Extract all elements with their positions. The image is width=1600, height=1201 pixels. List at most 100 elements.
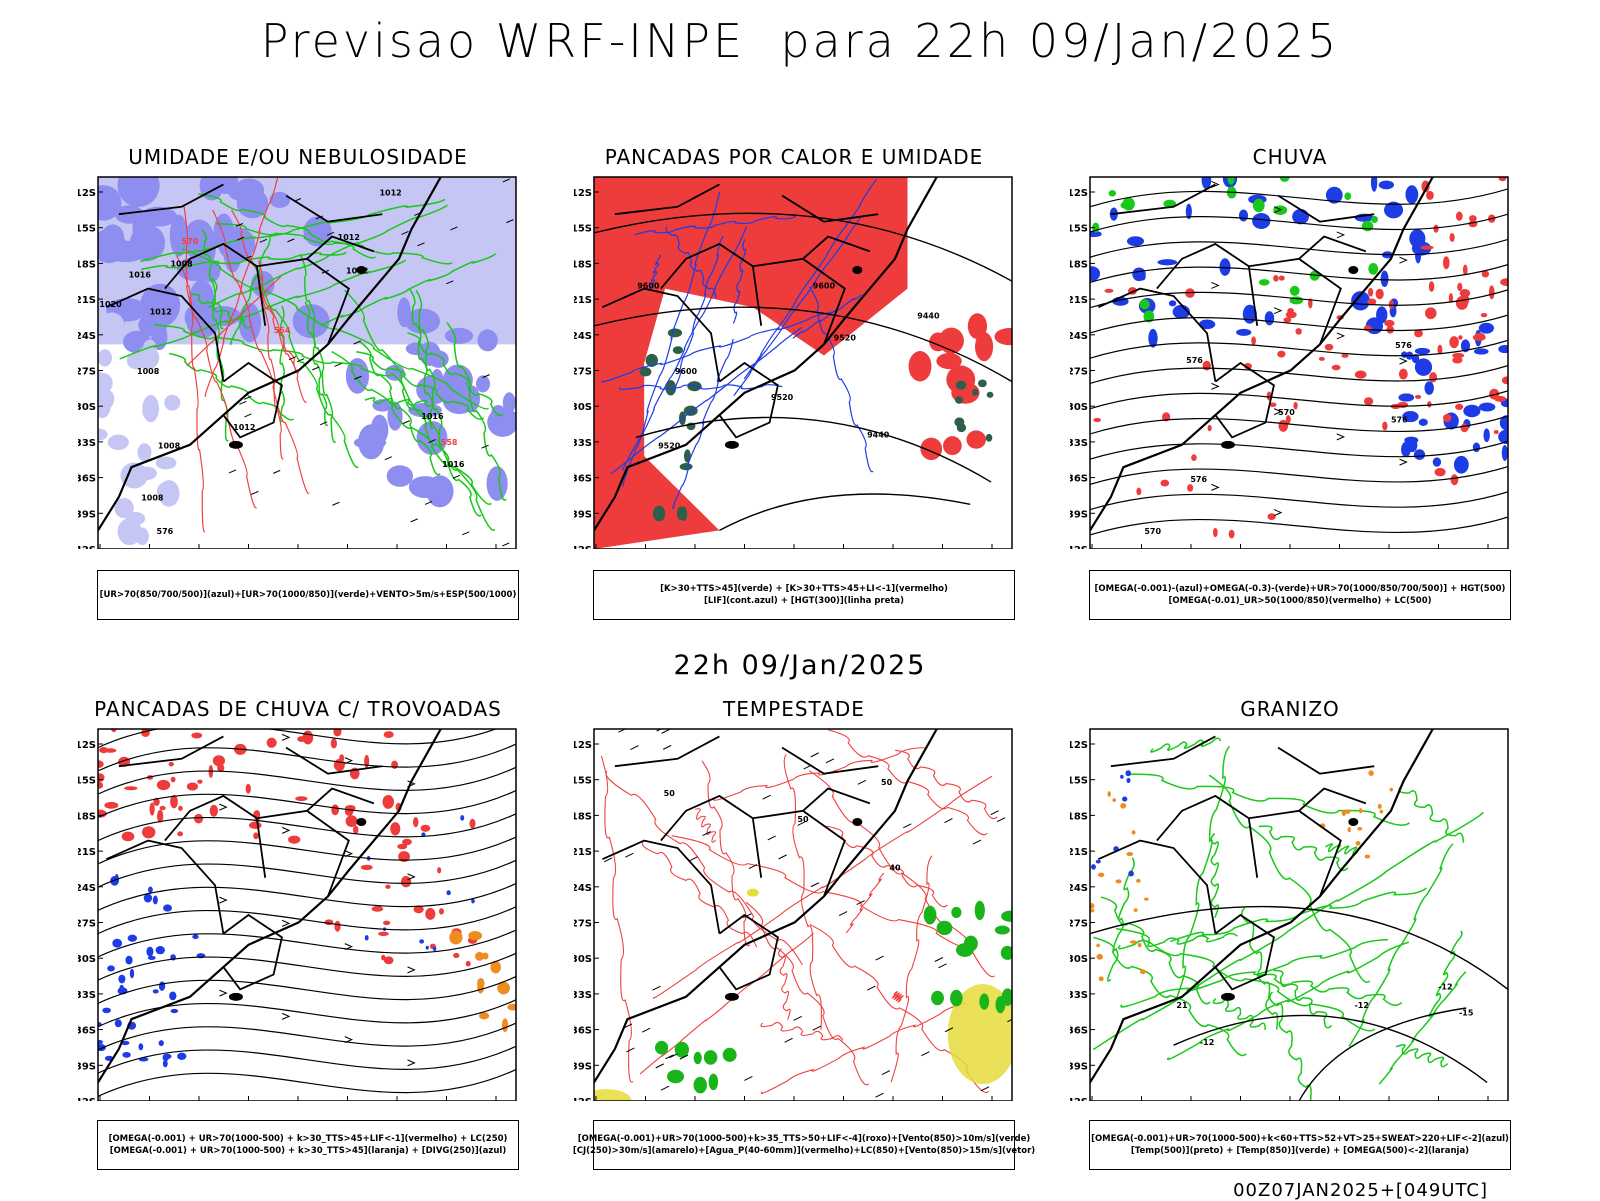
omega-area xyxy=(1498,429,1508,445)
streamline-arrow xyxy=(407,873,416,881)
lat-tick-label: 33S xyxy=(78,438,96,449)
contour-label: 50 xyxy=(664,789,676,798)
divergence-area xyxy=(163,904,172,912)
orange-area xyxy=(497,981,510,995)
streamline xyxy=(98,883,516,911)
temp850-contour xyxy=(1210,832,1220,918)
streamline xyxy=(98,859,516,888)
omega-area xyxy=(1501,444,1508,461)
divergence-area xyxy=(114,1019,122,1028)
rain-area xyxy=(1500,278,1508,287)
hgt300-contour xyxy=(719,493,971,532)
omega-area xyxy=(1424,381,1435,395)
omega500-area xyxy=(1139,969,1146,975)
omega-strong-area xyxy=(1163,199,1177,208)
lat-tick-label: 36S xyxy=(1070,1026,1088,1037)
green-contour xyxy=(169,352,295,421)
contour-label: 9440 xyxy=(917,311,940,320)
temp850-contour xyxy=(1120,938,1388,1008)
legend-line: [OMEGA(-0.001)+UR>70(1000-500)+k>35_TTS>… xyxy=(577,1134,1031,1144)
omega-area xyxy=(1411,353,1420,364)
lat-tick-label: 15S xyxy=(1070,776,1088,787)
humidity-area-light xyxy=(98,349,113,367)
omega-strong-area xyxy=(1122,197,1135,211)
humidity-area-light xyxy=(164,394,181,411)
red-contour xyxy=(605,770,803,966)
streamline xyxy=(1090,466,1508,486)
omega-area xyxy=(1499,415,1508,431)
temp850-contour xyxy=(1428,930,1463,1018)
orange-area xyxy=(507,1003,516,1011)
divergence-area xyxy=(162,1060,168,1068)
lat-tick-label: 33S xyxy=(1070,990,1088,1001)
streamline xyxy=(1090,390,1508,410)
contour-label: 1008 xyxy=(158,442,181,451)
storm-area xyxy=(111,729,117,733)
omega-area xyxy=(1185,203,1192,220)
humidity-area-light xyxy=(107,434,129,451)
wind-vector xyxy=(748,864,758,870)
green-contour xyxy=(299,253,337,444)
rain-area xyxy=(1452,352,1465,359)
storm-area xyxy=(288,835,301,844)
streamline-arrow xyxy=(1211,483,1220,491)
storm-area xyxy=(383,956,394,965)
contour-label: 9520 xyxy=(834,334,857,343)
wind-vector xyxy=(626,1047,635,1053)
streamline xyxy=(1090,440,1508,460)
wind-vector xyxy=(702,831,711,836)
rain-area xyxy=(1367,298,1377,306)
streamline xyxy=(98,743,516,772)
wind-vector xyxy=(679,1054,689,1060)
lat-tick-label: 27S xyxy=(1070,367,1088,378)
legend-line: [OMEGA(-0.01)_UR>50(1000/850)(vermelho) … xyxy=(1168,596,1432,606)
rain-area xyxy=(1437,344,1443,355)
lat-tick-label: 12S xyxy=(1070,188,1088,199)
rain-area xyxy=(1420,245,1434,250)
red-contour xyxy=(845,872,885,934)
wind-vector xyxy=(767,835,776,841)
hail-area xyxy=(1126,777,1131,784)
green-contour xyxy=(356,350,485,421)
storm-area xyxy=(382,795,394,809)
streamline xyxy=(98,1022,516,1051)
contour-label: -12 xyxy=(1438,982,1452,991)
rain-area xyxy=(1354,370,1367,379)
omega500-area xyxy=(1137,942,1142,948)
rain-area xyxy=(1267,513,1276,520)
legend-pancadas-calor: [K>30+TTS>45](verde) + [K>30+TTS>45+LI<-… xyxy=(593,570,1015,620)
wind-850-area xyxy=(1000,945,1012,960)
wind-vector xyxy=(502,178,511,183)
streamline xyxy=(98,976,516,1004)
omega500-area xyxy=(1096,953,1103,960)
lat-tick-label: 12S xyxy=(1070,740,1088,751)
contour-label: 570 xyxy=(1278,408,1295,417)
wind-vector xyxy=(856,900,865,906)
streamline xyxy=(98,836,516,865)
instability-area xyxy=(994,328,1012,346)
rain-area xyxy=(1459,288,1471,298)
contour-label: 576 xyxy=(157,527,174,536)
streamline xyxy=(1090,238,1508,258)
contour-label: 1016 xyxy=(442,460,465,469)
rain-area xyxy=(1273,274,1279,282)
omega-area xyxy=(1378,180,1395,190)
omega-area xyxy=(1473,348,1489,355)
wind-vector xyxy=(482,374,490,379)
humidity-area xyxy=(386,465,414,487)
streamline xyxy=(98,813,516,842)
red-contour xyxy=(890,855,933,1083)
lat-tick-label: 15S xyxy=(78,776,96,787)
map-pancadas-calor: 9600 9600 9520 9600 9520 9440 9520 9440 12S 15S 18… xyxy=(574,176,1013,549)
contour-label: 570 xyxy=(182,237,199,246)
wind-vector xyxy=(810,882,820,888)
storm-area xyxy=(413,817,419,828)
humidity-area xyxy=(397,297,411,328)
humidity-area-light xyxy=(137,443,152,462)
rain-area xyxy=(1434,467,1446,477)
state-border xyxy=(105,287,225,382)
wind-vector xyxy=(641,1027,651,1033)
omega-area xyxy=(1432,457,1442,467)
lat-tick-label: 30S xyxy=(1070,954,1088,965)
streamline-arrow xyxy=(1211,180,1220,188)
